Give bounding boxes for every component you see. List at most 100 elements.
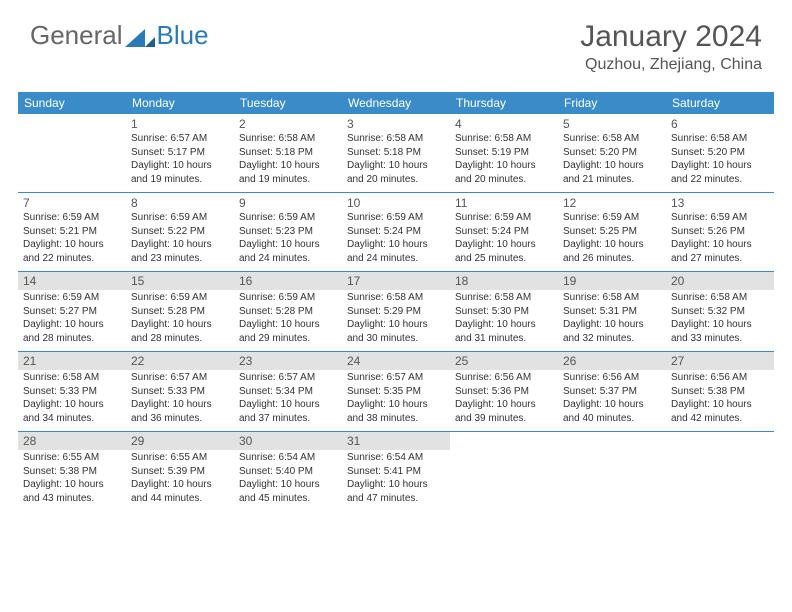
calendar-day: 26Sunrise: 6:56 AMSunset: 5:37 PMDayligh… — [558, 352, 666, 431]
day-sunrise: Sunrise: 6:58 AM — [23, 371, 121, 385]
weekday-header: Sunday — [18, 92, 126, 114]
calendar-day: 25Sunrise: 6:56 AMSunset: 5:36 PMDayligh… — [450, 352, 558, 431]
day-sunrise: Sunrise: 6:58 AM — [455, 291, 553, 305]
calendar-day: 3Sunrise: 6:58 AMSunset: 5:18 PMDaylight… — [342, 114, 450, 192]
day-number: 6 — [671, 117, 769, 131]
day-dl2: and 28 minutes. — [131, 332, 229, 346]
day-number: 30 — [234, 432, 342, 450]
calendar-week: 7Sunrise: 6:59 AMSunset: 5:21 PMDaylight… — [18, 193, 774, 272]
day-number: 10 — [347, 196, 445, 210]
day-sunset: Sunset: 5:25 PM — [563, 225, 661, 239]
day-number: 18 — [450, 272, 558, 290]
day-dl1: Daylight: 10 hours — [563, 318, 661, 332]
day-dl1: Daylight: 10 hours — [23, 318, 121, 332]
day-sunset: Sunset: 5:36 PM — [455, 385, 553, 399]
day-sunset: Sunset: 5:33 PM — [23, 385, 121, 399]
day-sunrise: Sunrise: 6:59 AM — [239, 291, 337, 305]
day-dl2: and 45 minutes. — [239, 492, 337, 506]
day-sunset: Sunset: 5:24 PM — [347, 225, 445, 239]
calendar-day: 8Sunrise: 6:59 AMSunset: 5:22 PMDaylight… — [126, 193, 234, 271]
day-sunrise: Sunrise: 6:59 AM — [239, 211, 337, 225]
calendar-week: 1Sunrise: 6:57 AMSunset: 5:17 PMDaylight… — [18, 114, 774, 193]
day-dl2: and 37 minutes. — [239, 412, 337, 426]
day-dl2: and 39 minutes. — [455, 412, 553, 426]
calendar-week: 14Sunrise: 6:59 AMSunset: 5:27 PMDayligh… — [18, 272, 774, 352]
day-dl1: Daylight: 10 hours — [671, 238, 769, 252]
day-details: Sunrise: 6:57 AMSunset: 5:17 PMDaylight:… — [131, 132, 229, 186]
day-sunset: Sunset: 5:31 PM — [563, 305, 661, 319]
day-number: 11 — [455, 196, 553, 210]
calendar-day — [558, 432, 666, 511]
day-dl2: and 31 minutes. — [455, 332, 553, 346]
calendar-day — [18, 114, 126, 192]
day-details: Sunrise: 6:59 AMSunset: 5:21 PMDaylight:… — [23, 211, 121, 265]
day-dl1: Daylight: 10 hours — [347, 478, 445, 492]
day-details: Sunrise: 6:58 AMSunset: 5:31 PMDaylight:… — [563, 291, 661, 345]
day-sunrise: Sunrise: 6:56 AM — [563, 371, 661, 385]
calendar: Sunday Monday Tuesday Wednesday Thursday… — [18, 92, 774, 511]
day-sunset: Sunset: 5:17 PM — [131, 146, 229, 160]
day-number: 25 — [450, 352, 558, 370]
day-sunrise: Sunrise: 6:57 AM — [239, 371, 337, 385]
day-dl2: and 24 minutes. — [347, 252, 445, 266]
day-sunrise: Sunrise: 6:59 AM — [563, 211, 661, 225]
day-sunrise: Sunrise: 6:58 AM — [671, 291, 769, 305]
title-block: January 2024 Quzhou, Zhejiang, China — [580, 20, 762, 74]
day-details: Sunrise: 6:59 AMSunset: 5:27 PMDaylight:… — [23, 291, 121, 345]
day-details: Sunrise: 6:59 AMSunset: 5:23 PMDaylight:… — [239, 211, 337, 265]
day-details: Sunrise: 6:55 AMSunset: 5:39 PMDaylight:… — [131, 451, 229, 505]
day-dl1: Daylight: 10 hours — [455, 398, 553, 412]
day-number: 7 — [23, 196, 121, 210]
day-dl1: Daylight: 10 hours — [23, 238, 121, 252]
calendar-day: 5Sunrise: 6:58 AMSunset: 5:20 PMDaylight… — [558, 114, 666, 192]
calendar-day: 15Sunrise: 6:59 AMSunset: 5:28 PMDayligh… — [126, 272, 234, 351]
day-dl1: Daylight: 10 hours — [239, 238, 337, 252]
day-dl2: and 21 minutes. — [563, 173, 661, 187]
day-sunrise: Sunrise: 6:59 AM — [347, 211, 445, 225]
day-sunrise: Sunrise: 6:59 AM — [131, 291, 229, 305]
day-sunset: Sunset: 5:24 PM — [455, 225, 553, 239]
calendar-week: 21Sunrise: 6:58 AMSunset: 5:33 PMDayligh… — [18, 352, 774, 432]
day-dl2: and 22 minutes. — [23, 252, 121, 266]
day-sunset: Sunset: 5:26 PM — [671, 225, 769, 239]
day-dl2: and 42 minutes. — [671, 412, 769, 426]
day-dl1: Daylight: 10 hours — [455, 238, 553, 252]
day-dl2: and 19 minutes. — [239, 173, 337, 187]
day-number: 13 — [671, 196, 769, 210]
day-sunset: Sunset: 5:33 PM — [131, 385, 229, 399]
day-sunrise: Sunrise: 6:58 AM — [347, 132, 445, 146]
day-dl2: and 29 minutes. — [239, 332, 337, 346]
day-sunset: Sunset: 5:38 PM — [671, 385, 769, 399]
weekday-header: Monday — [126, 92, 234, 114]
day-details: Sunrise: 6:58 AMSunset: 5:33 PMDaylight:… — [23, 371, 121, 425]
day-dl1: Daylight: 10 hours — [671, 159, 769, 173]
day-sunset: Sunset: 5:18 PM — [239, 146, 337, 160]
day-dl1: Daylight: 10 hours — [239, 159, 337, 173]
day-number: 29 — [126, 432, 234, 450]
day-sunrise: Sunrise: 6:58 AM — [563, 291, 661, 305]
day-sunset: Sunset: 5:28 PM — [131, 305, 229, 319]
day-details: Sunrise: 6:58 AMSunset: 5:18 PMDaylight:… — [347, 132, 445, 186]
calendar-day: 4Sunrise: 6:58 AMSunset: 5:19 PMDaylight… — [450, 114, 558, 192]
day-dl2: and 38 minutes. — [347, 412, 445, 426]
day-details: Sunrise: 6:58 AMSunset: 5:30 PMDaylight:… — [455, 291, 553, 345]
day-number: 26 — [558, 352, 666, 370]
day-sunrise: Sunrise: 6:56 AM — [671, 371, 769, 385]
day-sunrise: Sunrise: 6:57 AM — [131, 132, 229, 146]
day-dl1: Daylight: 10 hours — [671, 398, 769, 412]
weekday-header: Friday — [558, 92, 666, 114]
day-dl2: and 20 minutes. — [455, 173, 553, 187]
day-dl1: Daylight: 10 hours — [131, 478, 229, 492]
day-number: 4 — [455, 117, 553, 131]
day-sunset: Sunset: 5:30 PM — [455, 305, 553, 319]
day-sunrise: Sunrise: 6:54 AM — [239, 451, 337, 465]
day-dl1: Daylight: 10 hours — [239, 478, 337, 492]
day-details: Sunrise: 6:58 AMSunset: 5:19 PMDaylight:… — [455, 132, 553, 186]
day-details: Sunrise: 6:58 AMSunset: 5:20 PMDaylight:… — [671, 132, 769, 186]
day-details: Sunrise: 6:56 AMSunset: 5:37 PMDaylight:… — [563, 371, 661, 425]
day-sunrise: Sunrise: 6:58 AM — [347, 291, 445, 305]
day-number: 12 — [563, 196, 661, 210]
day-details: Sunrise: 6:59 AMSunset: 5:26 PMDaylight:… — [671, 211, 769, 265]
logo-text-2: Blue — [157, 20, 209, 51]
weekday-header: Tuesday — [234, 92, 342, 114]
